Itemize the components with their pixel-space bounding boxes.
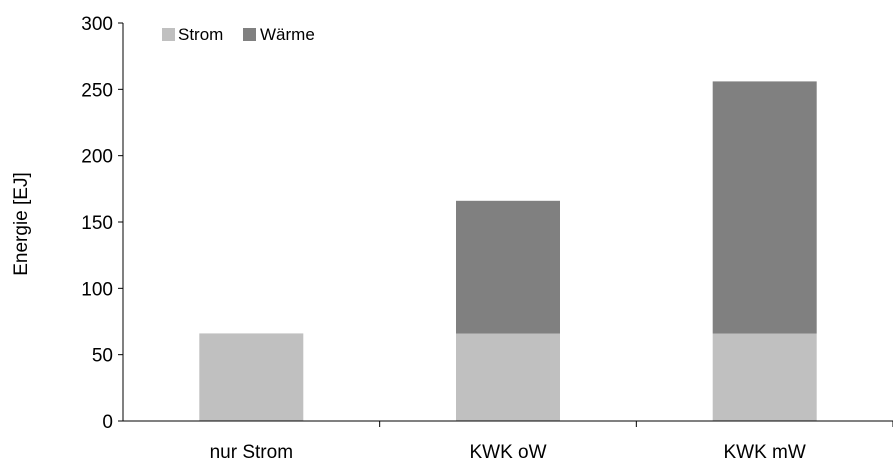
bar-kwk-ow-waerme — [456, 200, 560, 334]
y-axis-title: Energie [EJ] — [11, 172, 32, 276]
y-tick-label: 100 — [81, 279, 113, 300]
y-tick-label: 150 — [81, 213, 113, 234]
bar-kwk-ow-strom — [456, 333, 560, 421]
y-tick-label: 300 — [81, 14, 113, 35]
y-ticks-group: 0 50 100 150 200 250 300 — [81, 14, 123, 433]
legend-swatch-waerme — [243, 28, 256, 41]
legend-label-strom: Strom — [178, 25, 223, 44]
bar-nur-strom-strom — [199, 333, 304, 421]
legend-swatch-strom — [162, 28, 175, 41]
x-ticks-group: nur Strom KWK oW KWK mW — [210, 421, 893, 463]
legend-label-waerme: Wärme — [260, 25, 315, 44]
y-tick-label: 0 — [102, 412, 113, 433]
y-tick-label: 200 — [81, 147, 113, 168]
x-category-label: nur Strom — [210, 442, 293, 463]
bar-kwk-mw-strom — [712, 333, 817, 421]
x-category-label: KWK mW — [724, 442, 806, 463]
y-tick-label: 250 — [81, 80, 113, 101]
y-tick-label: 50 — [92, 346, 113, 367]
x-category-label: KWK oW — [469, 442, 546, 463]
legend: Strom Wärme — [162, 25, 315, 44]
bars-group — [199, 81, 817, 421]
bar-kwk-mw-waerme — [712, 81, 817, 334]
